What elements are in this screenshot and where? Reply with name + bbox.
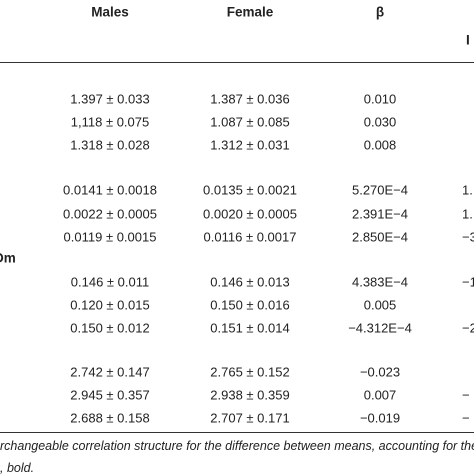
table-cell: 0.010 xyxy=(363,91,397,107)
table-cell: 0.146 ± 0.011 xyxy=(70,274,150,290)
table-cell: 0.151 ± 0.014 xyxy=(210,320,290,336)
table-cell: 1. xyxy=(462,206,473,222)
table-cell: 1.087 ± 0.085 xyxy=(210,114,290,130)
table-cell: 2.742 ± 0.147 xyxy=(70,364,150,380)
table-cell: 0.0135 ± 0.0021 xyxy=(203,182,297,198)
table-cell: 2.938 ± 0.359 xyxy=(210,387,290,403)
table-cell: 1.397 ± 0.033 xyxy=(70,91,150,107)
table-cell: −0.019 xyxy=(359,410,401,426)
table-cell: −1 xyxy=(462,274,474,290)
table-cell: 1,118 ± 0.075 xyxy=(70,114,150,130)
table-cell: 1. xyxy=(462,182,473,198)
column-header: I xyxy=(466,32,470,48)
table-cell: 0.007 xyxy=(363,387,397,403)
bottom-rule xyxy=(0,432,474,433)
table-cell: 5.270E−4 xyxy=(351,182,409,198)
table-cell: 0.0116 ± 0.0017 xyxy=(203,229,297,245)
table-cell: 0.005 xyxy=(363,297,397,313)
table-cell: 0.008 xyxy=(363,137,397,153)
table-cell: 0.0119 ± 0.0015 xyxy=(63,229,157,245)
table-cell: 2.707 ± 0.171 xyxy=(210,410,290,426)
table-cell: 1.312 ± 0.031 xyxy=(210,137,290,153)
table-cell: −2 xyxy=(462,320,474,336)
table-cell: 0.120 ± 0.015 xyxy=(70,297,150,313)
table-cell: 0.150 ± 0.012 xyxy=(70,320,150,336)
table-cell: 2.688 ± 0.158 xyxy=(70,410,150,426)
table-cell: − xyxy=(462,410,470,426)
table-cell: 2.945 ± 0.357 xyxy=(70,387,150,403)
table-cell: 0.0141 ± 0.0018 xyxy=(63,182,157,198)
table-cell: − xyxy=(462,387,470,403)
table-cell: −4.312E−4 xyxy=(348,320,412,336)
table-cell: −0.023 xyxy=(359,364,401,380)
table-cell: 0.146 ± 0.013 xyxy=(210,274,290,290)
table-cell: 0.150 ± 0.016 xyxy=(210,297,290,313)
column-header: Female xyxy=(226,4,274,20)
table-cell: 2.765 ± 0.152 xyxy=(210,364,290,380)
table-cell: 0.030 xyxy=(363,114,397,130)
table-cell: 0.0022 ± 0.0005 xyxy=(63,206,157,222)
footnote: rchangeable correlation structure for th… xyxy=(0,439,474,453)
table-cell: 2.391E−4 xyxy=(351,206,409,222)
group-label: Dm xyxy=(0,250,16,266)
column-header: β xyxy=(375,4,385,20)
header-rule xyxy=(0,62,474,63)
table-cell: 1.387 ± 0.036 xyxy=(210,91,290,107)
table-cell: 2.850E−4 xyxy=(351,229,409,245)
table-cell: 1.318 ± 0.028 xyxy=(70,137,150,153)
table-cell: −3 xyxy=(462,229,474,245)
table-cell: 0.0020 ± 0.0005 xyxy=(203,206,297,222)
table-cell: 4.383E−4 xyxy=(351,274,409,290)
column-header: Males xyxy=(91,4,129,20)
footnote: , bold. xyxy=(0,461,35,474)
